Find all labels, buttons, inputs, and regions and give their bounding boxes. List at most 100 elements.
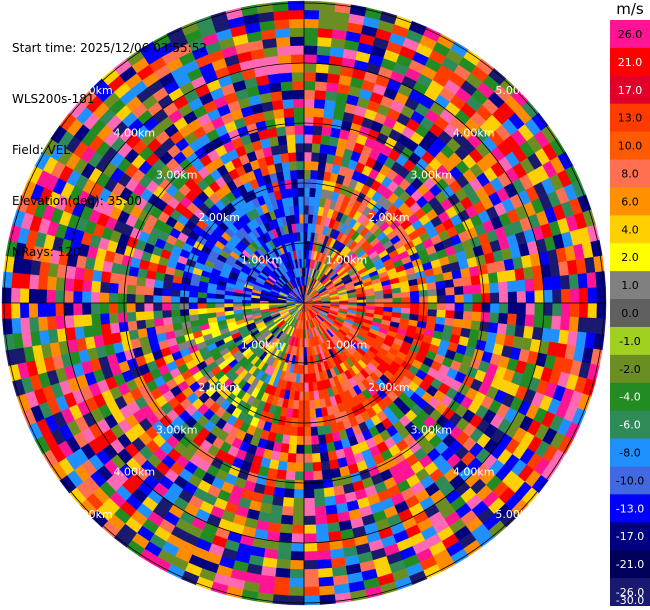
velocity-gate <box>287 444 297 455</box>
velocity-gate <box>577 317 589 333</box>
velocity-gate <box>587 287 598 304</box>
velocity-gate <box>472 293 482 304</box>
velocity-gate <box>303 205 310 215</box>
velocity-gate <box>323 486 335 498</box>
velocity-gate <box>303 107 315 117</box>
velocity-gate <box>294 125 305 135</box>
velocity-gate <box>274 117 286 128</box>
velocity-gate <box>287 143 297 154</box>
velocity-gate <box>316 541 331 552</box>
velocity-gate <box>188 302 198 310</box>
range-ring-label: 1.00km <box>241 254 283 267</box>
velocity-gate <box>410 296 420 304</box>
velocity-gate <box>462 285 473 295</box>
velocity-gate <box>326 81 339 93</box>
colorbar-tick-label: -2.0 <box>619 363 640 376</box>
velocity-gate <box>280 514 294 526</box>
velocity-gate <box>296 231 301 242</box>
velocity-gate <box>117 283 128 294</box>
velocity-gate <box>91 324 103 337</box>
velocity-gate <box>506 313 518 326</box>
velocity-gate <box>392 302 402 309</box>
velocity-gate <box>134 302 145 313</box>
velocity-gate <box>271 99 284 111</box>
velocity-gate <box>299 373 305 384</box>
velocity-gate <box>312 125 323 136</box>
velocity-gate <box>307 373 313 384</box>
velocity-gate <box>46 275 57 291</box>
range-ring-label: 4.00km <box>114 466 156 479</box>
velocity-gate <box>294 133 305 144</box>
velocity-gate <box>28 302 39 318</box>
velocity-gate <box>310 169 319 180</box>
velocity-gate <box>463 302 474 313</box>
colorbar-tick-label: 4.0 <box>621 223 639 236</box>
velocity-gate <box>292 515 305 526</box>
range-ring-label: 1.00km <box>241 338 283 351</box>
velocity-gate <box>303 551 318 561</box>
velocity-gate <box>319 1 336 12</box>
velocity-gate <box>288 160 298 171</box>
velocity-gate <box>46 315 57 331</box>
velocity-gate <box>445 294 456 304</box>
velocity-gate <box>274 478 286 489</box>
velocity-gate <box>162 316 173 326</box>
velocity-gate <box>577 273 589 289</box>
velocity-gate <box>100 323 112 336</box>
velocity-gate <box>197 312 208 320</box>
velocity-gate <box>270 144 281 156</box>
velocity-gate <box>81 291 92 304</box>
velocity-gate <box>356 299 367 304</box>
velocity-gate <box>442 271 454 282</box>
colorbar-tick-label: -10.0 <box>616 474 644 487</box>
velocity-gate <box>303 54 318 64</box>
velocity-gate <box>436 295 447 304</box>
velocity-gate <box>498 312 509 325</box>
velocity-gate <box>64 314 75 329</box>
velocity-gate <box>279 523 293 534</box>
velocity-gate <box>308 391 315 401</box>
velocity-gate <box>144 310 155 320</box>
velocity-gate <box>170 302 181 311</box>
velocity-gate <box>313 479 324 490</box>
velocity-gate <box>303 45 318 55</box>
velocity-gate <box>444 279 455 289</box>
velocity-gate <box>409 284 420 293</box>
velocity-gate <box>326 522 341 533</box>
velocity-gate <box>197 302 207 309</box>
velocity-gate <box>154 324 166 335</box>
velocity-gate <box>436 309 447 319</box>
range-ring-label: 5.00km <box>495 508 537 521</box>
velocity-gate <box>496 323 508 336</box>
velocity-gate <box>152 302 163 312</box>
velocity-gate <box>280 152 290 163</box>
velocity-gate <box>206 307 216 314</box>
velocity-gate <box>452 318 464 329</box>
start-time: Start time: 2025/12/06 03:55:52 <box>12 41 207 55</box>
velocity-gate <box>274 576 290 588</box>
velocity-gate <box>454 302 465 312</box>
colorbar-tick-label: -21.0 <box>616 558 644 571</box>
velocity-gate <box>321 469 333 480</box>
velocity-gate <box>188 313 199 322</box>
velocity-gate <box>152 286 163 296</box>
velocity-gate <box>427 302 438 311</box>
velocity-gate <box>303 533 317 544</box>
velocity-gate <box>170 309 181 318</box>
velocity-gate <box>287 452 297 463</box>
velocity-gate <box>135 276 147 287</box>
velocity-gate <box>427 309 438 318</box>
velocity-gate <box>289 27 305 38</box>
colorbar-tick-label: 13.0 <box>618 112 643 125</box>
velocity-gate <box>578 287 589 304</box>
velocity-gate <box>266 64 281 76</box>
velocity-gate <box>516 291 527 304</box>
velocity-gate <box>300 249 305 259</box>
velocity-gate <box>152 310 163 320</box>
velocity-gate <box>559 274 571 290</box>
velocity-gate <box>287 151 297 162</box>
velocity-gate <box>272 153 283 165</box>
velocity-gate <box>595 318 606 335</box>
velocity-gate <box>308 399 316 410</box>
velocity-gate <box>292 506 305 517</box>
